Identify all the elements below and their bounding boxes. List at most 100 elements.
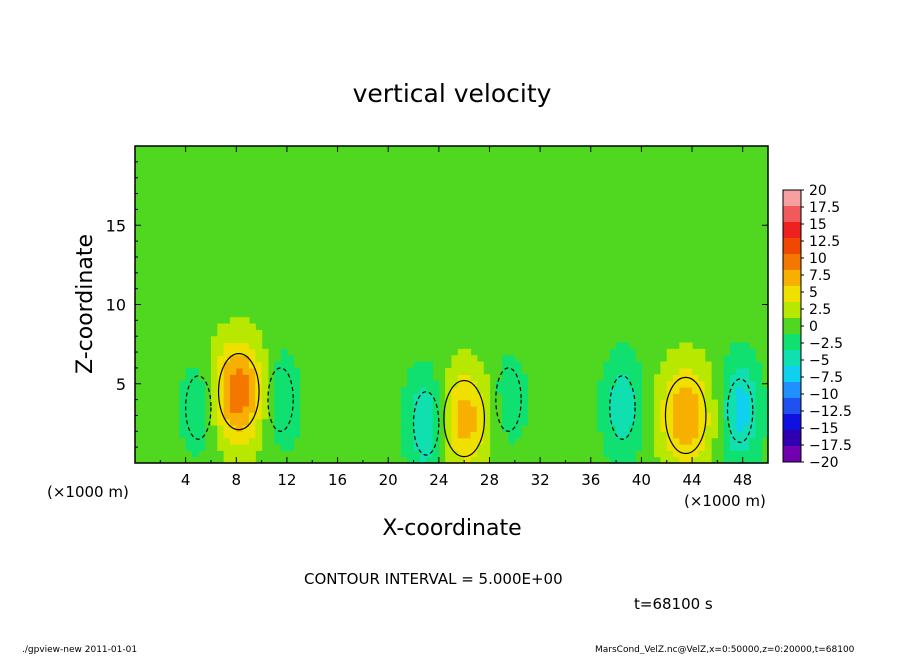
field-cell xyxy=(451,412,459,420)
field-cell xyxy=(673,431,680,439)
contour-line xyxy=(664,376,707,455)
field-cell xyxy=(742,374,750,382)
field-cell xyxy=(597,393,605,401)
field-cell xyxy=(609,361,617,369)
field-cell xyxy=(698,399,706,407)
field-cell xyxy=(413,437,421,445)
field-cell xyxy=(673,424,680,432)
colorbar-swatch xyxy=(783,350,801,367)
field-cell xyxy=(673,405,680,413)
field-cell xyxy=(666,431,674,439)
field-cell xyxy=(698,412,706,420)
colorbar-swatch xyxy=(783,190,801,207)
field-cell xyxy=(692,424,699,432)
field-cell xyxy=(400,386,408,394)
field-cell xyxy=(704,399,712,407)
field-cell xyxy=(698,361,706,369)
field-cell xyxy=(413,456,421,464)
field-cell xyxy=(495,386,503,394)
field-cell xyxy=(191,424,199,432)
field-cell xyxy=(223,431,231,439)
field-cell xyxy=(666,424,674,432)
field-cell xyxy=(464,431,472,439)
field-cell xyxy=(223,380,231,388)
field-cell xyxy=(464,374,472,382)
field-cell xyxy=(470,355,478,363)
field-cell xyxy=(236,424,244,432)
field-cell xyxy=(248,336,256,344)
field-cell xyxy=(730,386,737,394)
field-cell xyxy=(679,342,687,350)
field-cell xyxy=(692,450,699,458)
field-cell xyxy=(609,437,617,445)
field-cell xyxy=(280,437,288,445)
field-cell xyxy=(730,424,737,432)
field-cell xyxy=(514,418,522,426)
field-cell xyxy=(261,386,269,394)
field-cell xyxy=(210,367,218,375)
field-cell xyxy=(597,380,605,388)
field-cell xyxy=(191,367,199,375)
field-cell xyxy=(749,374,756,382)
field-cell xyxy=(654,399,661,407)
field-cell xyxy=(730,412,737,420)
field-cell xyxy=(293,386,301,394)
field-cell xyxy=(685,361,693,369)
field-cell xyxy=(280,424,288,432)
field-cell xyxy=(274,386,282,394)
field-cell xyxy=(451,431,459,439)
colorbar-label: 17.5 xyxy=(809,200,840,216)
field-cell xyxy=(293,367,301,375)
field-cell xyxy=(609,405,617,413)
field-cell xyxy=(242,450,250,458)
field-cell xyxy=(445,393,453,401)
colorbar-label: 15 xyxy=(809,217,827,233)
field-cell xyxy=(698,348,706,356)
field-cell xyxy=(628,424,636,432)
field-cell xyxy=(432,450,440,458)
chart-title: vertical velocity xyxy=(353,79,552,108)
field-cell xyxy=(400,437,408,445)
field-cell xyxy=(185,399,193,407)
field-cell xyxy=(736,431,744,439)
colorbar-swatch xyxy=(783,270,801,287)
x-axis-ticks: 4 8 12 16 20 24 28 32 36 40 44 48 xyxy=(159,146,752,489)
field-cell xyxy=(654,393,661,401)
field-cell xyxy=(198,412,206,420)
field-cell xyxy=(248,431,256,439)
field-cell xyxy=(400,431,408,439)
field-cell xyxy=(685,405,693,413)
field-cell xyxy=(723,424,731,432)
field-cell xyxy=(698,405,706,413)
field-cell xyxy=(622,456,630,464)
field-cell xyxy=(400,393,408,401)
field-cell xyxy=(223,437,231,445)
field-cell xyxy=(698,380,706,388)
field-cell xyxy=(217,323,225,331)
field-cell xyxy=(274,405,282,413)
field-cell xyxy=(457,361,465,369)
field-cell xyxy=(685,393,693,401)
field-cell xyxy=(483,374,491,382)
field-cell xyxy=(679,431,687,439)
field-cell xyxy=(692,380,699,388)
field-cell xyxy=(470,393,478,401)
field-cell xyxy=(223,456,231,464)
field-cell xyxy=(286,412,294,420)
field-cell xyxy=(736,456,744,464)
field-cell xyxy=(603,412,611,420)
field-cell xyxy=(400,424,408,432)
field-cell xyxy=(692,418,699,426)
field-cell xyxy=(742,342,750,350)
field-cell xyxy=(622,386,630,394)
field-cell xyxy=(217,342,225,350)
field-cell xyxy=(476,412,484,420)
field-cell xyxy=(223,329,231,337)
field-cell xyxy=(736,412,744,420)
field-cell xyxy=(407,437,415,445)
field-cell xyxy=(666,399,674,407)
field-cell xyxy=(495,380,503,388)
field-cell xyxy=(502,367,510,375)
field-cell xyxy=(280,348,288,356)
field-cell xyxy=(255,443,263,451)
